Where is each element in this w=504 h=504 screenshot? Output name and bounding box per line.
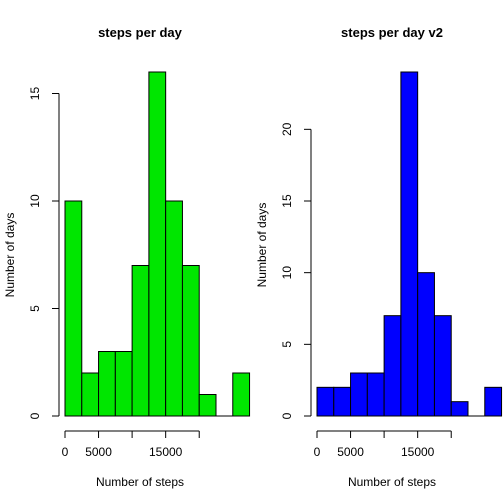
histogram-bar — [64, 200, 83, 417]
histogram-panel-steps-per-day: steps per day 0 5 10 15 0 5000 15000 Number o… — [3, 25, 251, 489]
bar-group — [316, 71, 503, 417]
x-axis: 0 5000 15000 — [314, 430, 452, 459]
histogram-bar — [198, 394, 217, 417]
y-axis: 0 5 10 15 — [28, 87, 60, 419]
x-tick-label: 5000 — [85, 445, 112, 459]
x-axis-label: Number of steps — [348, 475, 436, 489]
y-axis: 0 5 10 15 20 — [280, 122, 312, 419]
histogram-bar — [333, 386, 352, 417]
bar-group — [64, 71, 251, 417]
y-tick-label: 20 — [280, 122, 294, 136]
y-tick-label: 15 — [280, 194, 294, 208]
histogram-bar — [81, 372, 100, 417]
histogram-bar — [98, 351, 116, 417]
histogram-bar — [165, 200, 183, 417]
x-tick-label: 0 — [314, 445, 321, 459]
chart-title: steps per day v2 — [341, 25, 443, 40]
y-axis-label: Number of days — [3, 213, 17, 298]
histogram-panel-steps-per-day-v2: steps per day v2 0 5 10 15 20 0 5000 15000 Num… — [255, 25, 503, 489]
histogram-bar — [417, 272, 435, 417]
chart-title: steps per day — [98, 25, 183, 40]
histogram-bar — [366, 372, 385, 417]
x-axis-label: Number of steps — [96, 475, 184, 489]
histogram-bar — [383, 315, 402, 417]
histogram-bar — [450, 401, 469, 417]
x-tick-label: 15000 — [401, 445, 435, 459]
histogram-bar — [484, 386, 503, 417]
y-axis-label: Number of days — [255, 203, 269, 288]
y-tick-label: 0 — [280, 412, 294, 419]
y-tick-label: 5 — [28, 305, 42, 312]
histogram-bar — [181, 265, 200, 417]
histogram-bar — [316, 386, 335, 417]
y-tick-label: 5 — [280, 341, 294, 348]
x-tick-label: 15000 — [149, 445, 183, 459]
x-tick-label: 0 — [62, 445, 69, 459]
x-axis: 0 5000 15000 — [62, 430, 200, 459]
histogram-bar — [148, 71, 167, 417]
y-tick-label: 10 — [28, 194, 42, 208]
x-tick-label: 5000 — [337, 445, 364, 459]
y-tick-label: 15 — [28, 87, 42, 101]
y-tick-label: 10 — [280, 266, 294, 280]
histogram-bar — [131, 265, 150, 417]
y-tick-label: 0 — [28, 412, 42, 419]
histogram-bar — [350, 372, 368, 417]
histogram-bar — [433, 315, 452, 417]
histogram-bar — [400, 71, 419, 417]
histogram-bar — [232, 372, 251, 417]
histogram-bar — [114, 351, 133, 417]
